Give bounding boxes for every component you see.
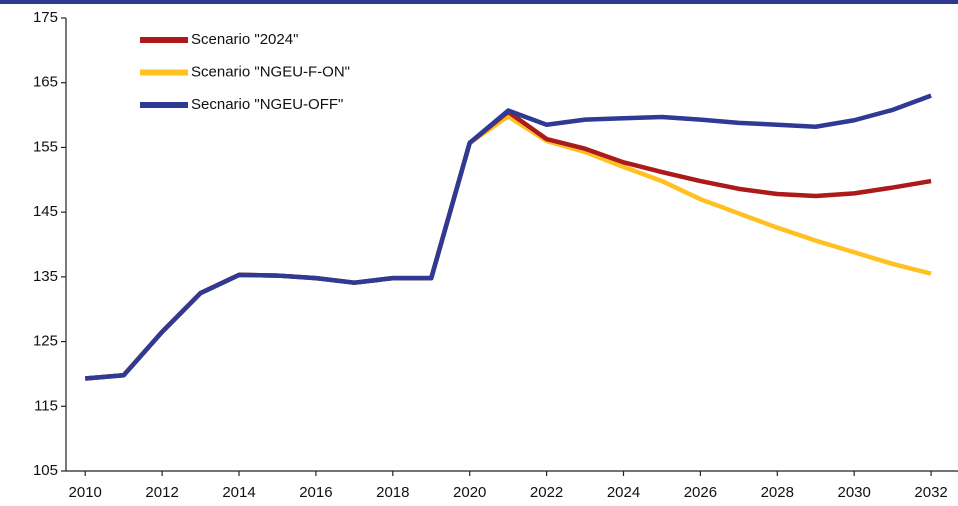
y-tick-label: 165 xyxy=(33,74,58,91)
x-tick-label: 2016 xyxy=(299,484,332,501)
x-tick-label: 2032 xyxy=(914,484,947,501)
series-line xyxy=(85,109,932,381)
series-line xyxy=(85,114,932,381)
y-tick-label: 155 xyxy=(33,138,58,155)
x-tick-label: 2014 xyxy=(222,484,255,501)
series-line xyxy=(85,93,932,381)
x-tick-label: 2030 xyxy=(838,484,871,501)
x-tick-label: 2012 xyxy=(145,484,178,501)
top-band xyxy=(0,0,958,4)
x-tick-label: 2026 xyxy=(684,484,717,501)
y-tick-label: 135 xyxy=(33,268,58,285)
x-tick-label: 2010 xyxy=(69,484,102,501)
legend-label: Scenario "2024" xyxy=(191,31,298,48)
y-tick-label: 175 xyxy=(33,9,58,26)
legend-label: Scenario "NGEU-F-ON" xyxy=(191,63,350,80)
y-tick-label: 105 xyxy=(33,462,58,479)
y-tick-label: 125 xyxy=(33,333,58,350)
y-tick-label: 145 xyxy=(33,203,58,220)
x-tick-label: 2024 xyxy=(607,484,640,501)
x-tick-label: 2018 xyxy=(376,484,409,501)
legend-label: Secnario "NGEU-OFF" xyxy=(191,96,343,113)
x-tick-label: 2022 xyxy=(530,484,563,501)
x-tick-label: 2028 xyxy=(761,484,794,501)
y-tick-label: 115 xyxy=(34,397,58,414)
x-tick-label: 2020 xyxy=(453,484,486,501)
